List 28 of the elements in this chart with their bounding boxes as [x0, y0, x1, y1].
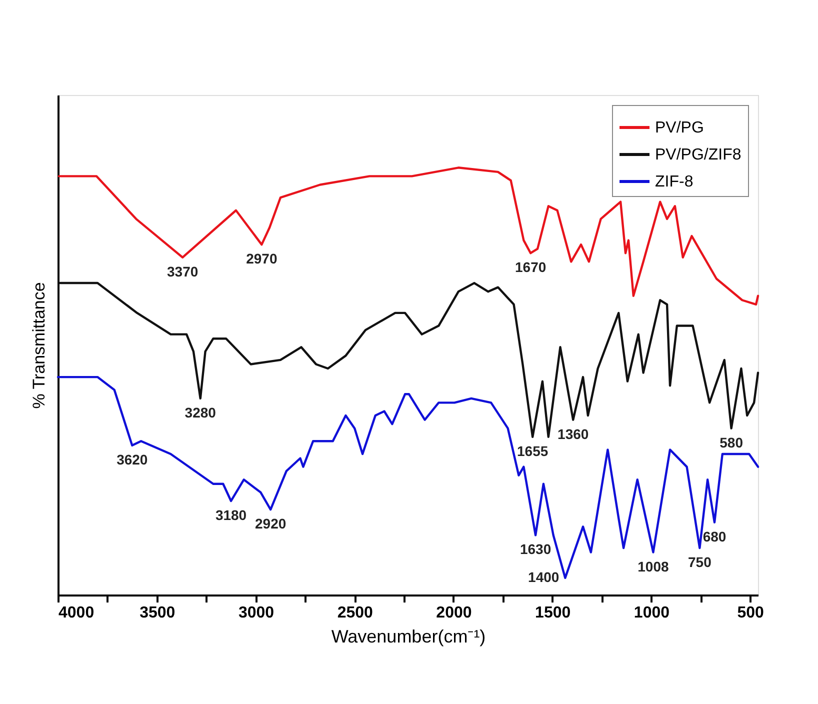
x-tick-label: 3000	[238, 604, 274, 622]
x-tick-label: 2000	[436, 604, 472, 622]
annotation: 1630	[520, 541, 552, 558]
annotation: 2920	[254, 516, 286, 532]
annotation: 680	[702, 528, 726, 544]
legend-label: PV/PG/ZIF8	[655, 146, 742, 164]
x-axis-title: Wavenumber(cm⁻¹)	[331, 626, 486, 646]
annotation: 3180	[215, 506, 247, 523]
y-axis-title: % Transmittance	[30, 282, 48, 409]
x-tick-label: 3500	[140, 604, 176, 622]
annotation: 2970	[246, 250, 278, 267]
legend-label: ZIF-8	[655, 174, 694, 190]
annotation: 3280	[184, 404, 216, 420]
annotation: 3620	[116, 451, 148, 468]
annotation: 1670	[515, 259, 546, 276]
x-tick-label: 500	[737, 604, 764, 622]
annotation: 1360	[558, 426, 589, 442]
legend-label: PV/PG	[655, 120, 704, 136]
annotation: 750	[688, 554, 712, 570]
annotation: 1400	[528, 568, 560, 585]
annotation: 1008	[638, 558, 669, 574]
annotation: 1655	[517, 442, 548, 459]
x-tick-label: 1500	[535, 604, 571, 622]
annotation: 3370	[167, 263, 198, 280]
x-tick-label: 4000	[58, 604, 94, 622]
annotation: 580	[720, 434, 744, 450]
x-tick-label: 2500	[337, 604, 374, 622]
x-tick-label: 1000	[634, 604, 670, 622]
